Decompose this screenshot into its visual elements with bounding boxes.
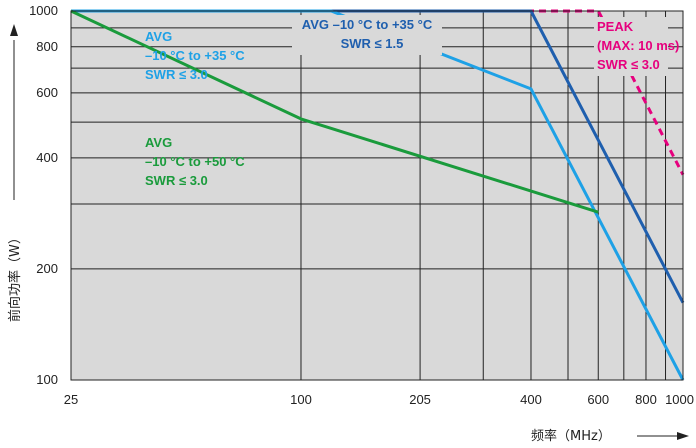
- x-tick-label: 400: [520, 392, 542, 407]
- y-axis-title: 前向功率（W）: [7, 231, 23, 322]
- x-tick-label: 600: [587, 392, 609, 407]
- x-tick-label: 25: [64, 392, 78, 407]
- annotation-avg_light-line: –10 °C to +35 °C: [145, 48, 245, 63]
- annotation-avg_green-line: AVG: [145, 135, 172, 150]
- annotation-avg_green-line: SWR ≤ 3.0: [145, 173, 208, 188]
- annotation-avg_light-line: AVG: [145, 29, 172, 44]
- annotation-peak-line: (MAX: 10 ms): [597, 38, 679, 53]
- series-line-peak: [71, 9, 685, 176]
- annotation-peak-line: SWR ≤ 3.0: [597, 57, 660, 72]
- y-tick-label: 600: [36, 85, 58, 100]
- annotation-bg: [594, 17, 668, 76]
- x-tick-label: 1000: [665, 392, 694, 407]
- x-axis-arrow-icon: [677, 432, 689, 440]
- x-tick-label: 800: [635, 392, 657, 407]
- annotation-avg_dark-line: AVG –10 °C to +35 °C: [302, 17, 433, 32]
- annotations: PEAK (MAX: 10 ms) SWR ≤ 3.0 AVG –10 °C to +…: [145, 15, 679, 188]
- x-tick-label: 100: [290, 392, 312, 407]
- plot-area: [71, 11, 683, 380]
- y-tick-label: 1000: [29, 3, 58, 18]
- annotation-peak-line: PEAK: [597, 19, 634, 34]
- annotation-avg_light-line: SWR ≤ 3.0: [145, 67, 208, 82]
- grid: [70, 10, 684, 381]
- annotation-bg: [292, 15, 442, 55]
- x-tick-label: 205: [409, 392, 431, 407]
- series-line-avg_green: [70, 9, 599, 214]
- x-axis-title-group: 频率（MHz）: [531, 428, 689, 444]
- y-tick-label: 200: [36, 261, 58, 276]
- y-axis-arrow-icon: [10, 24, 18, 36]
- y-tick-label: 800: [36, 39, 58, 54]
- x-axis-title: 频率（MHz）: [531, 428, 611, 444]
- y-axis-title-group: 前向功率（W）: [7, 24, 23, 322]
- plot-frame: [70, 10, 684, 381]
- annotation-avg_dark-line: SWR ≤ 1.5: [341, 36, 404, 51]
- y-tick-label: 100: [36, 372, 58, 387]
- y-tick-label: 400: [36, 150, 58, 165]
- tick-labels: 25 100 205 400 600 800 1000 100 200 400 600 800 1000: [29, 3, 694, 407]
- annotation-avg_green-line: –10 °C to +50 °C: [145, 154, 245, 169]
